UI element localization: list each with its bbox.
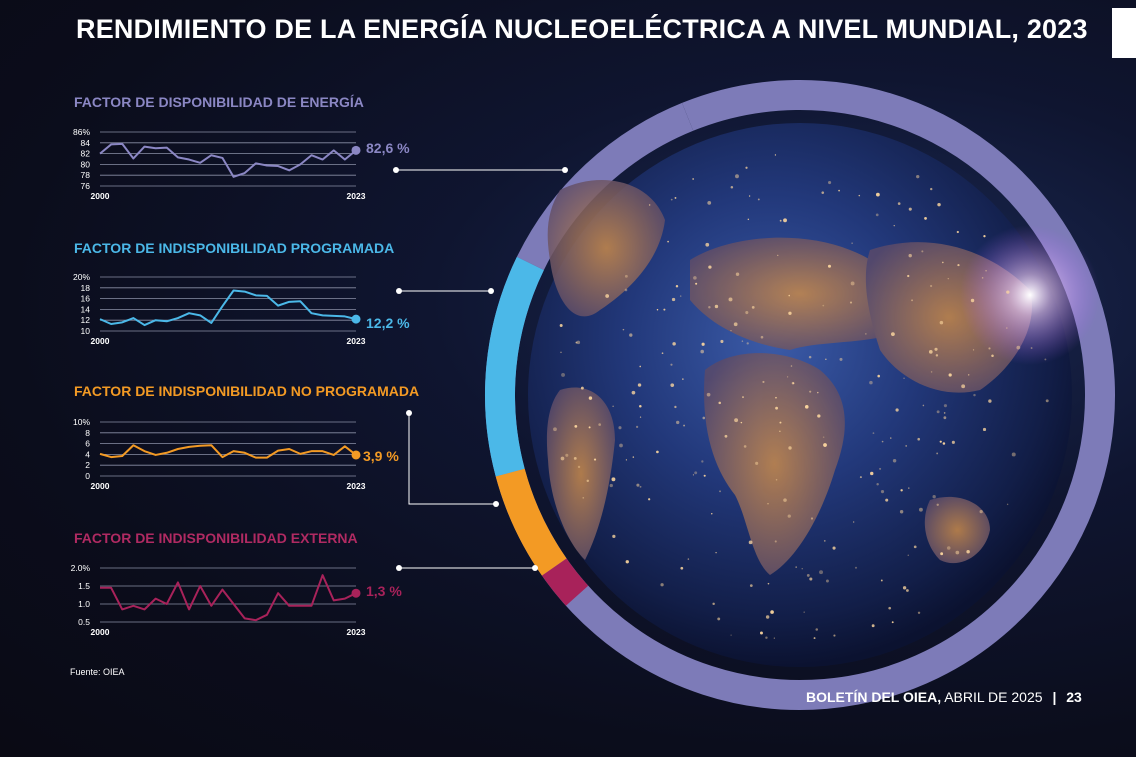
availability-value: 82,6 % [366, 140, 410, 156]
availability-endpoint [351, 145, 361, 155]
x-start-label: 2000 [91, 191, 110, 201]
planned-series-line [99, 289, 357, 327]
external-title: FACTOR DE INDISPONIBILIDAD EXTERNA [74, 530, 358, 546]
source-note: Fuente: OIEA [70, 667, 125, 677]
y-tick-label: 2 [85, 460, 90, 470]
y-tick-label: 82 [81, 149, 91, 159]
ring-segment-availability-main [521, 80, 1115, 710]
y-tick-label: 1.5 [78, 581, 90, 591]
x-end-label: 2023 [347, 336, 366, 346]
corner-tab [1112, 8, 1136, 58]
y-tick-label: 14 [81, 304, 91, 314]
x-end-label: 2023 [347, 481, 366, 491]
y-tick-label: 84 [81, 138, 91, 148]
y-tick-label: 78 [81, 170, 91, 180]
y-tick-label: 20% [73, 272, 90, 282]
y-tick-label: 8 [85, 428, 90, 438]
y-tick-label: 86% [73, 127, 90, 137]
sun-glare [960, 225, 1100, 365]
y-tick-label: 76 [81, 181, 91, 191]
unplanned-endpoint [351, 450, 361, 460]
unplanned-value: 3,9 % [363, 448, 399, 464]
external-series-line [100, 574, 357, 622]
footer-date: ABRIL DE 2025 [944, 689, 1043, 705]
y-tick-label: 12 [81, 315, 91, 325]
footer-publication: BOLETÍN DEL OIEA, [806, 689, 942, 705]
availability-title: FACTOR DE DISPONIBILIDAD DE ENERGÍA [74, 94, 364, 110]
unplanned-series-line [99, 444, 357, 459]
x-start-label: 2000 [91, 627, 110, 637]
y-tick-label: 1.0 [78, 599, 90, 609]
footer: BOLETÍN DEL OIEA, ABRIL DE 2025 | 23 [806, 689, 1082, 705]
planned-title: FACTOR DE INDISPONIBILIDAD PROGRAMADA [74, 240, 395, 256]
y-tick-label: 6 [85, 439, 90, 449]
ring-segment-unplanned [495, 468, 567, 576]
footer-separator: | [1052, 689, 1057, 705]
x-start-label: 2000 [91, 481, 110, 491]
external-endpoint [351, 588, 361, 598]
y-tick-label: 18 [81, 283, 91, 293]
y-tick-label: 0 [85, 471, 90, 481]
ring-segment-external [541, 558, 589, 606]
y-tick-label: 80 [81, 159, 91, 169]
x-end-label: 2023 [347, 191, 366, 201]
page-title: RENDIMIENTO DE LA ENERGÍA NUCLEOELÉCTRIC… [76, 14, 1088, 44]
y-tick-label: 16 [81, 294, 91, 304]
planned-endpoint [351, 314, 361, 324]
y-tick-label: 0.5 [78, 617, 90, 627]
availability-series-line [99, 142, 357, 178]
city-lights [553, 154, 1049, 640]
y-tick-label: 10% [73, 417, 90, 427]
x-start-label: 2000 [91, 336, 110, 346]
external-value: 1,3 % [366, 583, 402, 599]
ring-segment-planned [485, 256, 544, 477]
unplanned-title: FACTOR DE INDISPONIBILIDAD NO PROGRAMADA [74, 383, 420, 399]
footer-page: 23 [1066, 689, 1082, 705]
y-tick-label: 10 [81, 326, 91, 336]
ring-segment-availability [516, 102, 694, 271]
y-tick-label: 2.0% [71, 563, 91, 573]
planned-value: 12,2 % [366, 315, 410, 331]
y-tick-label: 4 [85, 449, 90, 459]
x-end-label: 2023 [347, 627, 366, 637]
